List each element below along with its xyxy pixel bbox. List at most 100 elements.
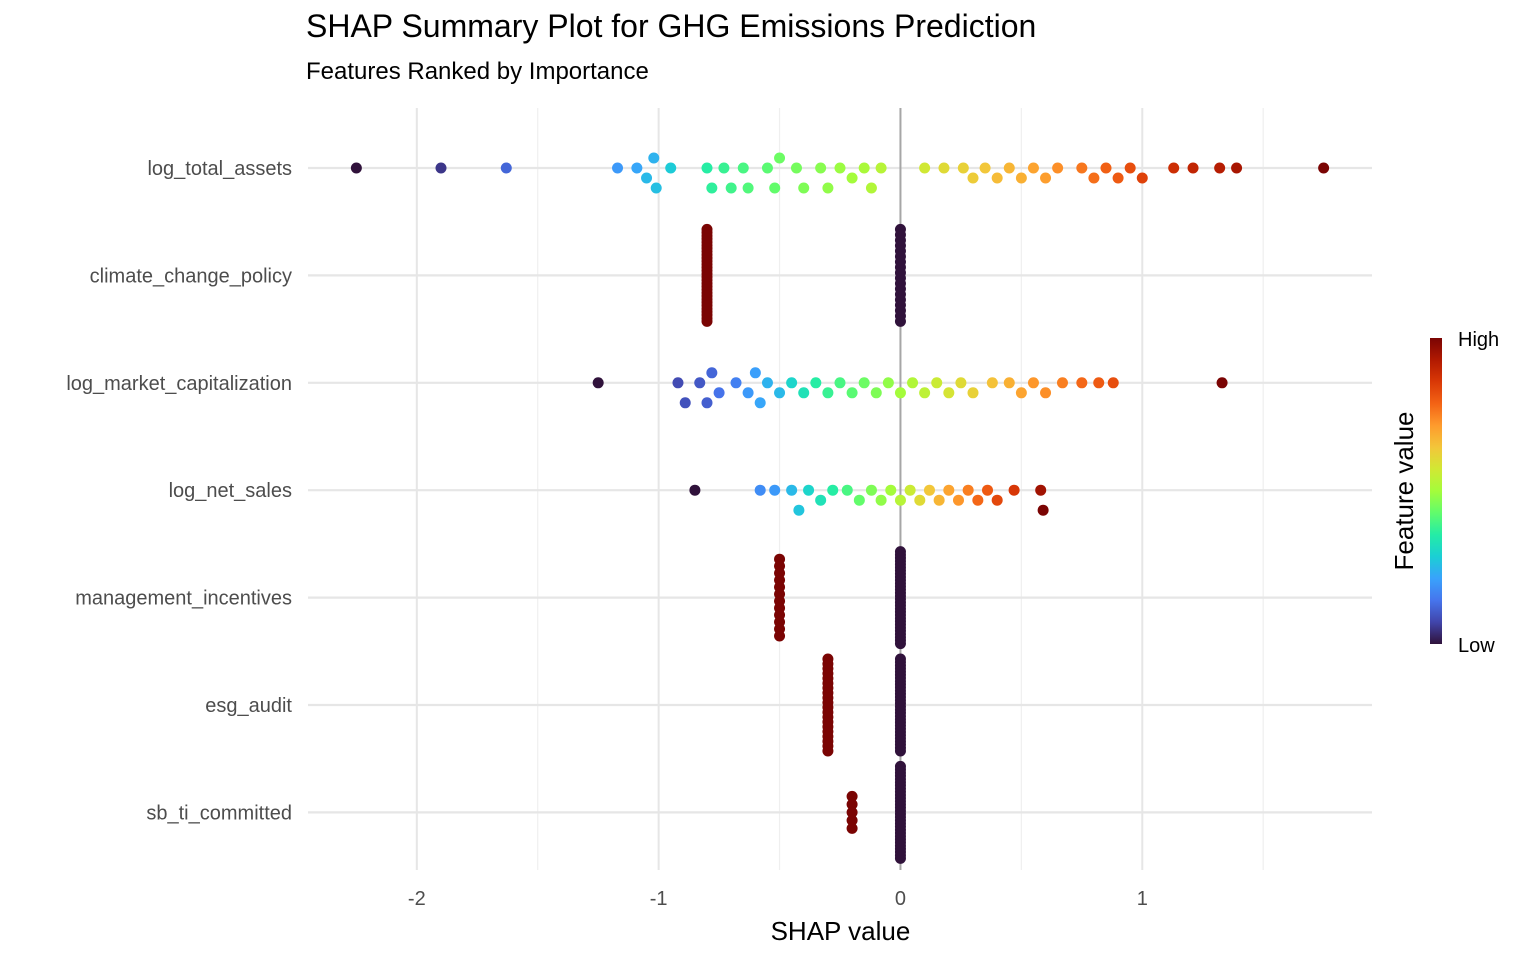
shap-point [701, 397, 713, 409]
shap-point [841, 484, 853, 496]
x-axis-title: SHAP value [771, 916, 911, 946]
shap-point [986, 377, 998, 389]
shap-point [962, 484, 974, 496]
shap-point [810, 377, 822, 389]
shap-point [1187, 162, 1199, 174]
shap-point [846, 172, 858, 184]
shap-point [979, 162, 991, 174]
shap-point [641, 172, 653, 184]
shap-point [846, 814, 858, 826]
grid-lines [308, 108, 1372, 870]
shap-point [967, 387, 979, 399]
shap-point [786, 484, 798, 496]
shap-point [665, 162, 677, 174]
shap-point [894, 638, 906, 650]
feature-labels: log_total_assets climate_change_policylog… [66, 158, 292, 824]
shap-point [694, 377, 706, 389]
shap-point [846, 822, 858, 834]
shap-point [1003, 162, 1015, 174]
shap-point [907, 377, 919, 389]
shap-point [592, 377, 604, 389]
shap-point [1318, 162, 1330, 174]
feature-label: log_total_assets [147, 158, 292, 180]
shap-point [834, 162, 846, 174]
shap-point [1112, 172, 1124, 184]
shap-point [834, 377, 846, 389]
shap-point [1076, 162, 1088, 174]
shap-point [435, 162, 447, 174]
shap-point [815, 162, 827, 174]
shap-point [894, 745, 906, 757]
shap-point [749, 367, 761, 379]
shap-point [769, 182, 781, 194]
shap-point [1027, 162, 1039, 174]
shap-point [713, 387, 725, 399]
shap-point [982, 484, 994, 496]
shap-point [1231, 162, 1243, 174]
shap-point [894, 852, 906, 864]
shap-point [858, 377, 870, 389]
shap-point [1107, 377, 1119, 389]
shap-point [1027, 377, 1039, 389]
shap-point [822, 182, 834, 194]
shap-point [875, 162, 887, 174]
shap-point [870, 387, 882, 399]
shap-point [774, 387, 786, 399]
shap-point [919, 387, 931, 399]
shap-point [1003, 377, 1015, 389]
shap-point [1037, 504, 1049, 516]
shap-point [1100, 162, 1112, 174]
shap-point [798, 387, 810, 399]
legend-colorbar [1430, 338, 1442, 644]
color-legend: High Low Feature value [1389, 329, 1499, 657]
feature-label: sb_ti_committed [146, 802, 292, 824]
shap-point [894, 387, 906, 399]
shap-point [350, 162, 362, 174]
shap-point [742, 182, 754, 194]
shap-point [631, 162, 643, 174]
shap-point [754, 397, 766, 409]
shap-point [938, 162, 950, 174]
shap-point [865, 484, 877, 496]
shap-point [706, 182, 718, 194]
shap-point [904, 484, 916, 496]
shap-point [875, 494, 887, 506]
shap-point [846, 798, 858, 810]
shap-point [1076, 377, 1088, 389]
shap-point [1168, 162, 1180, 174]
shap-point [761, 162, 773, 174]
shap-point [689, 484, 701, 496]
shap-point [754, 484, 766, 496]
legend-title: Feature value [1389, 412, 1419, 571]
feature-label: climate_change_policy [90, 265, 292, 287]
shap-point [865, 182, 877, 194]
shap-point [1214, 162, 1226, 174]
shap-point [701, 162, 713, 174]
shap-point [798, 182, 810, 194]
shap-point [952, 494, 964, 506]
x-tick-labels: -2 -1 0 1 [408, 888, 1148, 910]
shap-point [1040, 387, 1052, 399]
shap-point [1124, 162, 1136, 174]
shap-point [1088, 172, 1100, 184]
shap-point [761, 377, 773, 389]
shap-point [679, 397, 691, 409]
legend-high-label: High [1458, 329, 1499, 351]
shap-point [786, 377, 798, 389]
shap-point [648, 152, 660, 164]
shap-point [718, 162, 730, 174]
shap-point [706, 367, 718, 379]
shap-point [846, 387, 858, 399]
shap-point [774, 630, 786, 642]
shap-point [793, 504, 805, 516]
shap-point [894, 494, 906, 506]
shap-point [957, 162, 969, 174]
shap-point [1040, 172, 1052, 184]
shap-point [991, 172, 1003, 184]
x-tick-label: -2 [408, 888, 426, 910]
shap-point [885, 484, 897, 496]
legend-low-label: Low [1458, 635, 1495, 657]
feature-label: management_incentives [75, 588, 292, 610]
shap-point [858, 162, 870, 174]
